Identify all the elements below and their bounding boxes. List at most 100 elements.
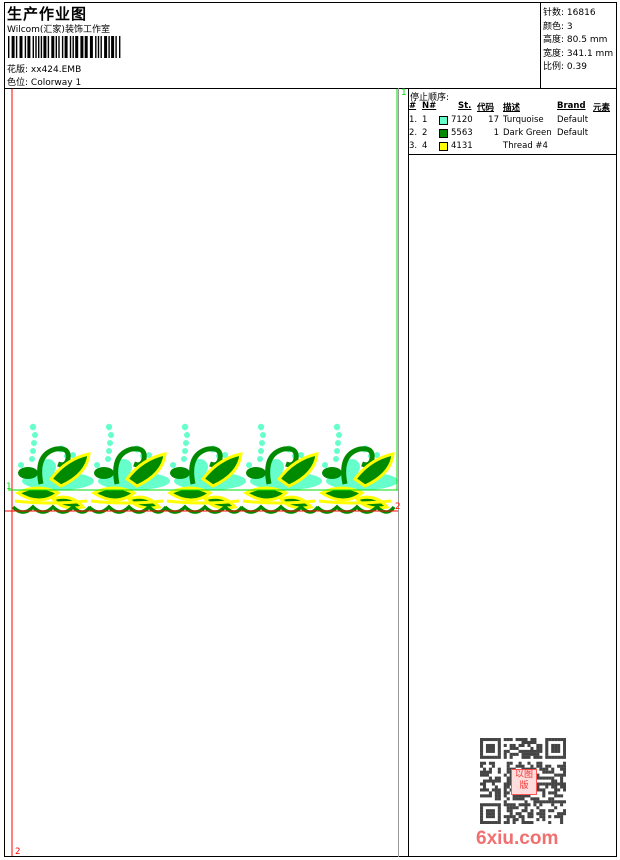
row-index: 3.	[409, 141, 418, 151]
barcode-bar	[24, 36, 27, 58]
barcode-bar	[38, 36, 40, 58]
barcode	[8, 36, 121, 58]
color-swatch	[439, 116, 448, 125]
col-n: N#	[422, 101, 437, 111]
design-file: 花版: xx424.EMB	[7, 62, 81, 75]
stop-marker: 1	[401, 88, 407, 98]
stat-value: 80.5 mm	[566, 35, 608, 45]
company-name: Wilcom(汇家)装饰工作室	[7, 25, 110, 35]
stat-value: 3	[566, 21, 573, 32]
barcode-bar	[104, 36, 108, 58]
col-code: 代码	[477, 103, 495, 113]
row-code: 1	[493, 128, 499, 138]
col-index: #	[409, 101, 417, 111]
page-frame	[4, 2, 617, 857]
row-n: 2	[422, 128, 428, 138]
barcode-bar	[32, 36, 34, 58]
colorway-label: 色位:	[7, 78, 29, 88]
row-brand: Default	[557, 115, 589, 125]
stat-value: 16816	[566, 8, 596, 18]
barcode-bar	[61, 36, 64, 58]
stat-value: 341.1 mm	[566, 48, 614, 59]
design-value: xx424.EMB	[30, 65, 82, 75]
stat-3: 宽度: 341.1 mm	[543, 46, 613, 59]
design-area-edge	[398, 88, 399, 857]
barcode-bar	[108, 36, 110, 58]
row-index: 1.	[409, 115, 418, 125]
table-row: 3. 4 4131 Thread #4	[409, 141, 617, 154]
barcode-bar	[19, 36, 23, 58]
page-title: 生产作业图	[7, 5, 88, 23]
barcode-bar	[75, 36, 79, 58]
barcode-bar	[55, 36, 57, 58]
table-row: 1. 1 7120 17 Turquoise Default	[409, 115, 617, 128]
colorway: 色位: Colorway 1	[7, 75, 81, 88]
colorway-value: Colorway 1	[30, 78, 82, 88]
barcode-bar	[35, 36, 37, 58]
barcode-bar	[51, 36, 55, 58]
row-n: 4	[422, 141, 428, 151]
barcode-bar	[100, 36, 102, 58]
row-desc: Dark Green	[503, 128, 552, 138]
stat-label: 针数:	[543, 8, 565, 18]
barcode-bar	[43, 36, 47, 58]
barcode-bar	[95, 36, 97, 58]
design-label: 花版:	[7, 65, 29, 75]
row-brand: Default	[557, 128, 589, 138]
barcode-bar	[27, 36, 31, 58]
col-element: 元素	[593, 103, 611, 113]
stat-label: 颜色:	[543, 21, 565, 32]
barcode-bar	[64, 36, 68, 58]
watermark-logo: 6xiu.com	[476, 828, 559, 849]
table-header: # N# St. 代码 描述 Brand 元素	[409, 101, 617, 114]
embroidery-motif	[317, 424, 398, 512]
barcode-bar	[15, 36, 18, 58]
embroidery-motif	[165, 424, 246, 512]
barcode-bar	[84, 36, 88, 58]
design-preview	[5, 89, 398, 856]
col-brand: Brand	[557, 101, 586, 111]
stat-1: 颜色: 3	[543, 19, 573, 32]
header-divider	[540, 2, 541, 88]
row-st: 4131	[451, 141, 473, 151]
barcode-bar	[8, 36, 10, 58]
barcode-bar	[69, 36, 72, 58]
stat-label: 高度:	[543, 35, 565, 45]
row-st: 7120	[451, 115, 473, 125]
start-marker: 1	[6, 482, 12, 492]
row-n: 1	[422, 115, 428, 125]
row-code: 17	[488, 115, 499, 125]
stat-label: 宽度:	[543, 48, 565, 59]
embroidery-motif	[241, 424, 322, 512]
barcode-bar	[115, 36, 117, 58]
row-desc: Thread #4	[503, 141, 548, 151]
barcode-bar	[119, 36, 121, 58]
barcode-bar	[111, 36, 115, 58]
embroidery-motif	[13, 424, 94, 512]
embroidery-motif	[89, 424, 170, 512]
header-bottom-line	[4, 88, 617, 89]
row-index: 2.	[409, 128, 418, 138]
barcode-bar	[80, 36, 84, 58]
table-bottom-line	[408, 154, 617, 155]
stat-0: 针数: 16816	[543, 5, 596, 18]
barcode-bar	[11, 36, 15, 58]
col-desc: 描述	[503, 103, 521, 113]
barcode-bar	[58, 36, 60, 58]
stat-2: 高度: 80.5 mm	[543, 32, 607, 45]
barcode-bar	[40, 36, 43, 58]
watermark-seal: 以图版	[511, 769, 537, 795]
color-swatch	[439, 129, 448, 138]
end-marker-bottom: 2	[15, 847, 21, 857]
stat-value: 0.39	[566, 62, 587, 72]
row-st: 5563	[451, 128, 473, 138]
color-swatch	[439, 142, 448, 151]
col-st: St.	[458, 101, 472, 111]
end-marker: 2	[395, 502, 401, 512]
barcode-bar	[72, 36, 74, 58]
row-desc: Turquoise	[503, 115, 544, 125]
stat-label: 比例:	[543, 62, 565, 72]
barcode-bar	[97, 36, 100, 58]
barcode-bar	[89, 36, 93, 58]
